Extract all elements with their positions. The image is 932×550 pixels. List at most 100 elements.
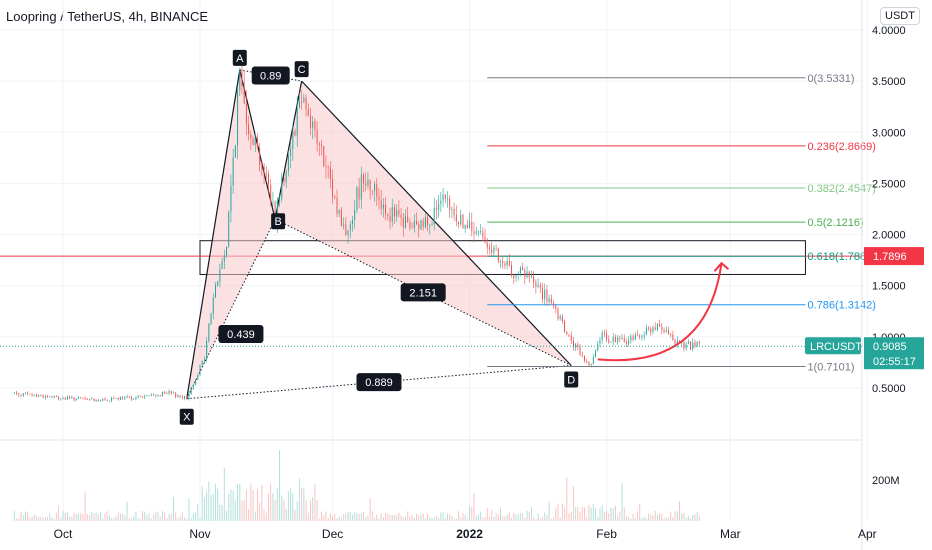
volume-bar (524, 518, 526, 521)
candle (64, 396, 66, 401)
volume-bar (475, 516, 477, 521)
volume-bar (687, 515, 689, 521)
volume-bar (610, 507, 612, 521)
volume-bar (497, 514, 499, 521)
candle (407, 206, 409, 223)
candle-body (316, 129, 318, 144)
candle-body (329, 167, 331, 179)
pattern-triangle-xab (186, 69, 276, 399)
candle-body (179, 395, 181, 397)
volume-bar (226, 511, 228, 521)
candle (243, 70, 245, 105)
volume-bar (303, 488, 305, 521)
candle (652, 325, 654, 335)
candle-body (398, 209, 400, 215)
candle (261, 160, 263, 177)
candle (453, 202, 455, 221)
volume-bar (369, 498, 371, 521)
candle (542, 282, 543, 304)
volume-bar (340, 518, 342, 521)
volume-bar (292, 492, 294, 521)
grid (0, 0, 868, 521)
candle-body (449, 198, 451, 210)
point-box (232, 49, 247, 66)
candle-body (429, 225, 431, 227)
volume-bar (60, 516, 62, 521)
candle (387, 213, 389, 221)
volume-bar (442, 511, 444, 521)
currency-button[interactable]: USDT (880, 7, 920, 25)
ratio-label: 0.889 (356, 373, 402, 392)
volume-bar (632, 513, 634, 521)
candle-body (665, 330, 667, 332)
candle (477, 230, 479, 237)
volume-bar (142, 511, 144, 521)
volume-bar (259, 502, 261, 521)
candle (625, 338, 627, 348)
candle (166, 391, 168, 395)
volume-bar (71, 517, 73, 521)
candle (522, 262, 524, 271)
candle-body (365, 183, 367, 186)
candle (124, 396, 126, 401)
symbol-tag: LRCUSDT (810, 341, 862, 353)
candle (424, 212, 426, 229)
candle (393, 203, 395, 224)
volume-bar (27, 512, 29, 521)
candle-body (159, 395, 161, 396)
volume-bar (601, 505, 603, 521)
candle (316, 121, 318, 152)
candle (263, 163, 265, 184)
candle (294, 128, 296, 137)
candle-body (464, 224, 466, 229)
volume-bar (416, 513, 418, 521)
candle (464, 224, 466, 234)
candle (245, 89, 247, 136)
candle-body (241, 70, 243, 86)
candle-body (583, 355, 585, 361)
candle-body (458, 221, 460, 225)
label-text: 2.151 (409, 287, 437, 299)
candle-body (480, 230, 482, 232)
volume-bar (495, 513, 497, 521)
candle (199, 364, 201, 377)
candle-body (153, 394, 155, 396)
volume-bar (570, 511, 572, 521)
candle-body (24, 392, 26, 394)
volume-bar (89, 515, 91, 521)
candle-body (232, 157, 234, 186)
candle-body (60, 398, 62, 400)
candle (252, 135, 254, 146)
volume-bar (458, 511, 460, 521)
candle-body (455, 215, 457, 222)
candle (82, 397, 84, 399)
volume-bar (13, 511, 15, 521)
volume-bar (411, 515, 413, 521)
volume-bar (272, 493, 274, 521)
candle (29, 393, 31, 395)
candle (144, 394, 146, 400)
volume-bar (548, 501, 550, 521)
ratio-label: 0.439 (218, 324, 264, 343)
candle-body (374, 183, 376, 192)
candle-body (656, 324, 658, 330)
volume-bar (195, 512, 197, 521)
volume-bar (652, 514, 654, 521)
candle-body (256, 137, 258, 148)
candle (455, 205, 457, 227)
candle-body (40, 395, 42, 397)
volume-bar (365, 517, 367, 521)
candle (100, 399, 102, 402)
volume-bar (391, 515, 393, 521)
volume-bar (420, 514, 422, 521)
candle-body (287, 155, 289, 172)
volume-bar (435, 516, 437, 521)
volume-bar (245, 489, 247, 521)
candle (391, 198, 393, 227)
candle (303, 93, 305, 104)
candle-body (566, 331, 568, 335)
candle (80, 396, 82, 399)
candle-body (312, 121, 314, 128)
candle (535, 279, 537, 294)
